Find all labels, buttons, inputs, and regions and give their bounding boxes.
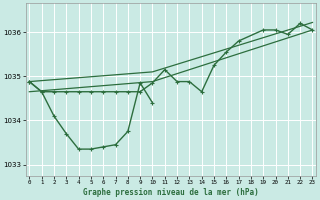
X-axis label: Graphe pression niveau de la mer (hPa): Graphe pression niveau de la mer (hPa) bbox=[83, 188, 259, 197]
